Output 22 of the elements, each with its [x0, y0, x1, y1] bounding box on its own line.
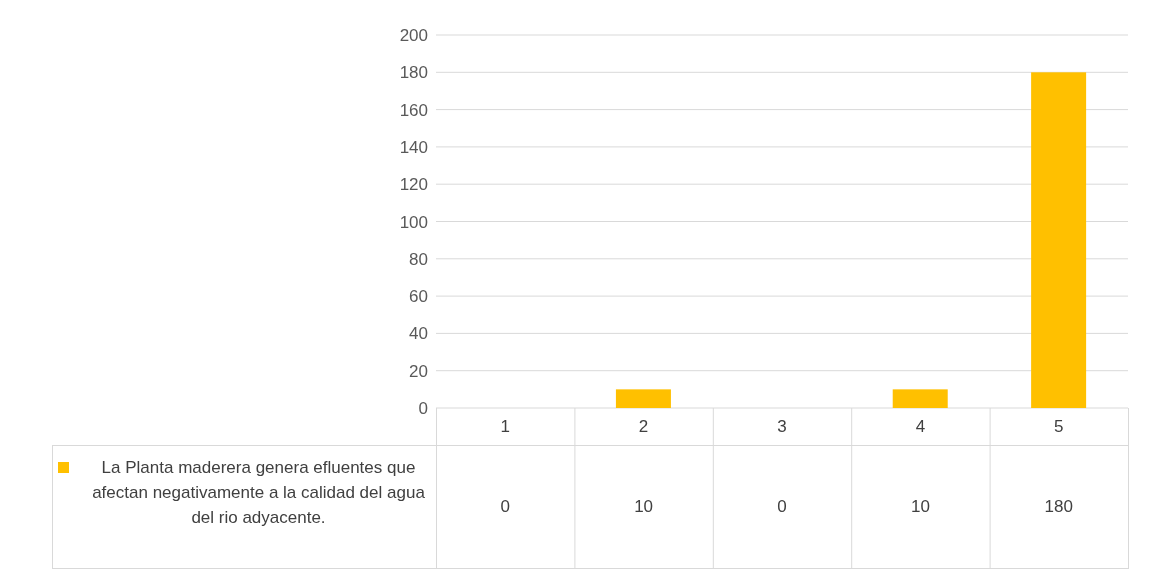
legend-label: La Planta maderera genera efluentes que afectan negativamente a la calidad del agua del rio adyacente.	[91, 457, 426, 529]
y-tick-label: 40	[409, 324, 428, 344]
data-label: 180	[1043, 495, 1074, 518]
y-tick-label: 200	[399, 26, 428, 46]
y-tick-label: 80	[409, 249, 428, 269]
y-tick-label: 20	[409, 361, 428, 381]
data-label: 10	[909, 495, 931, 518]
y-tick-label: 140	[399, 137, 428, 157]
x-tick-label: 1	[499, 415, 511, 438]
y-tick-label: 120	[399, 175, 428, 195]
y-tick-label: 100	[399, 212, 428, 232]
x-tick-label: 2	[637, 415, 650, 438]
x-tick-label: 4	[914, 415, 927, 438]
x-tick-label: 3	[776, 415, 788, 438]
data-label: 0	[776, 495, 788, 518]
data-label: 0	[499, 495, 511, 518]
y-tick-label: 0	[418, 399, 428, 419]
y-tick-label: 180	[399, 63, 428, 83]
x-tick-label: 5	[1053, 415, 1065, 438]
data-label: 10	[633, 495, 655, 518]
y-tick-label: 160	[399, 100, 428, 120]
y-tick-label: 60	[409, 287, 428, 307]
